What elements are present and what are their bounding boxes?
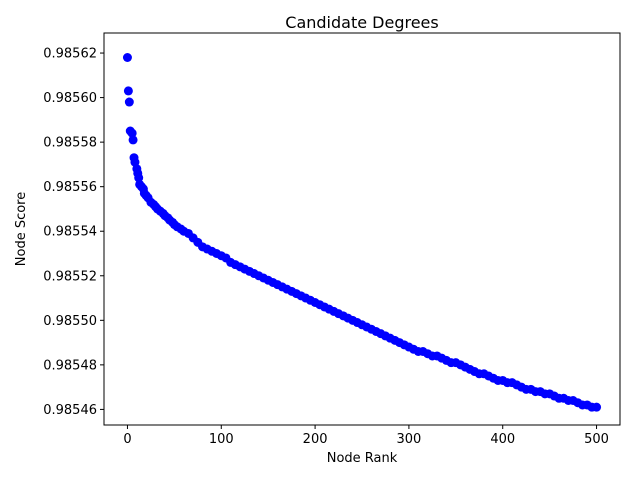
y-tick-label: 0.98562 [43, 47, 97, 62]
data-point [592, 403, 601, 412]
x-tick-label: 300 [396, 432, 421, 447]
y-tick-label: 0.98546 [43, 403, 97, 418]
data-point [125, 98, 134, 107]
x-tick-label: 100 [209, 432, 234, 447]
x-tick-label: 0 [123, 432, 131, 447]
y-tick-label: 0.98550 [43, 314, 97, 329]
x-tick-label: 400 [490, 432, 515, 447]
y-tick-label: 0.98548 [43, 358, 97, 373]
x-tick-label: 200 [303, 432, 328, 447]
chart-title: Candidate Degrees [285, 13, 438, 32]
x-axis-label: Node Rank [327, 451, 398, 466]
y-tick-label: 0.98558 [43, 136, 97, 151]
x-tick-label: 500 [584, 432, 609, 447]
y-axis-label: Node Score [14, 192, 29, 266]
y-tick-label: 0.98556 [43, 180, 97, 195]
data-point [124, 86, 133, 95]
y-axis-ticks: 0.98546 0.98548 0.98550 0.98552 0.98554 0.985… [43, 47, 104, 418]
data-point [129, 135, 138, 144]
y-tick-label: 0.98552 [43, 269, 97, 284]
y-tick-label: 0.98554 [43, 225, 97, 240]
data-point [123, 53, 132, 62]
y-tick-label: 0.98560 [43, 91, 97, 106]
